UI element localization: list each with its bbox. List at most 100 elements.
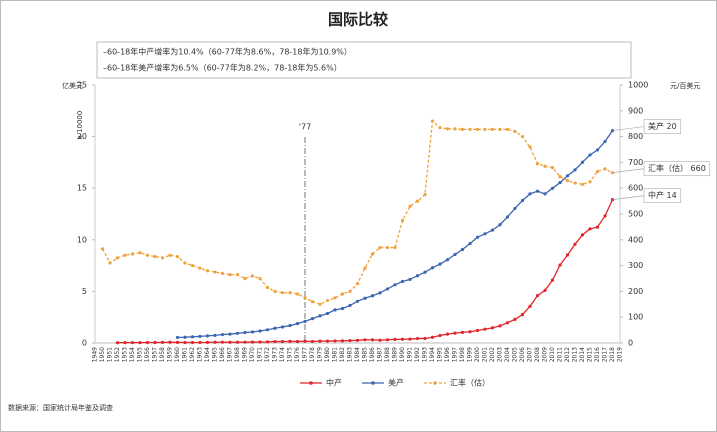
x-tick-label: 1978 <box>309 347 316 362</box>
point <box>550 165 555 170</box>
point <box>415 199 420 203</box>
point <box>363 266 367 270</box>
point <box>130 340 135 345</box>
point <box>528 145 532 149</box>
point <box>558 263 562 267</box>
point <box>288 323 292 328</box>
x-tick-label: 1952 <box>114 347 121 362</box>
x-tick-label: 1979 <box>317 347 324 362</box>
point <box>588 227 592 231</box>
y-tick-label: 15 <box>77 184 87 193</box>
end-label: 中产 14 <box>648 190 677 200</box>
point <box>603 214 607 218</box>
x-tick-label: 1990 <box>399 347 406 362</box>
point <box>153 254 157 259</box>
point <box>543 288 547 292</box>
point <box>423 193 427 197</box>
point <box>295 292 300 296</box>
point <box>183 340 187 345</box>
x-tick-label: 2009 <box>542 347 549 362</box>
point <box>280 339 285 344</box>
point <box>370 338 375 342</box>
point <box>385 338 390 342</box>
x-tick-label: 1950 <box>99 347 106 362</box>
point <box>385 245 390 250</box>
point <box>340 339 345 343</box>
point <box>228 332 232 336</box>
legend-marker <box>371 381 375 385</box>
point <box>228 273 232 277</box>
series-line <box>177 130 614 339</box>
point <box>318 339 322 343</box>
x-tick-label: 1973 <box>272 347 279 362</box>
end-label-box <box>643 119 682 134</box>
point <box>190 335 195 339</box>
legend-label: 汇率（估） <box>450 378 490 388</box>
point <box>378 338 382 342</box>
point <box>445 258 450 262</box>
x-tick-label: 1992 <box>414 347 421 362</box>
point <box>333 296 337 300</box>
point <box>550 278 555 282</box>
x-tick-label: 2010 <box>549 347 556 362</box>
x-tick-label: 2018 <box>609 347 616 362</box>
point <box>430 266 435 270</box>
point <box>160 256 165 260</box>
point <box>265 285 270 290</box>
point <box>280 291 285 295</box>
point <box>400 337 405 341</box>
point <box>408 337 412 341</box>
point <box>378 245 382 250</box>
x-tick-label: 1981 <box>332 347 339 362</box>
point <box>318 302 322 306</box>
x-tick-label: 1993 <box>422 347 429 362</box>
y2-tick-label: 700 <box>628 158 643 167</box>
point <box>490 228 495 232</box>
point <box>460 127 465 131</box>
legend-label: 美产 <box>388 378 404 388</box>
point <box>513 129 517 134</box>
point <box>445 127 450 131</box>
point <box>535 189 540 193</box>
point <box>138 340 142 345</box>
x-tick-label: 1994 <box>429 347 436 362</box>
point <box>160 340 165 344</box>
point <box>558 174 562 179</box>
legend-marker <box>433 381 437 385</box>
point <box>100 247 105 251</box>
point <box>520 313 525 317</box>
point <box>603 139 607 144</box>
point <box>535 294 540 298</box>
point <box>580 160 585 164</box>
x-tick-label: 1977 <box>302 347 309 362</box>
point <box>273 339 277 344</box>
point <box>235 331 240 335</box>
x-tick-label: 2015 <box>587 347 594 362</box>
point <box>168 253 172 257</box>
point <box>520 135 525 139</box>
point <box>348 303 352 308</box>
y2-label: 元/百美元 <box>670 81 700 90</box>
y2-tick-label: 1000 <box>628 81 648 90</box>
y2-tick-label: 500 <box>628 210 643 219</box>
point <box>198 340 202 345</box>
y-unit: x 10000 <box>76 111 84 140</box>
point <box>108 261 112 265</box>
point <box>565 178 570 183</box>
x-tick-label: 1987 <box>377 347 384 362</box>
point <box>393 245 397 250</box>
x-tick-label: 1984 <box>354 347 361 362</box>
point <box>460 330 465 334</box>
note-box <box>96 41 632 79</box>
y2-tick-label: 600 <box>628 184 643 193</box>
point <box>535 162 540 166</box>
x-tick-label: 1976 <box>294 347 301 362</box>
point <box>573 181 577 185</box>
point <box>258 329 262 333</box>
y2-tick-label: 200 <box>628 287 643 296</box>
x-tick-label: 1969 <box>242 347 249 362</box>
point <box>183 335 187 339</box>
point <box>175 335 180 340</box>
point <box>273 289 277 293</box>
